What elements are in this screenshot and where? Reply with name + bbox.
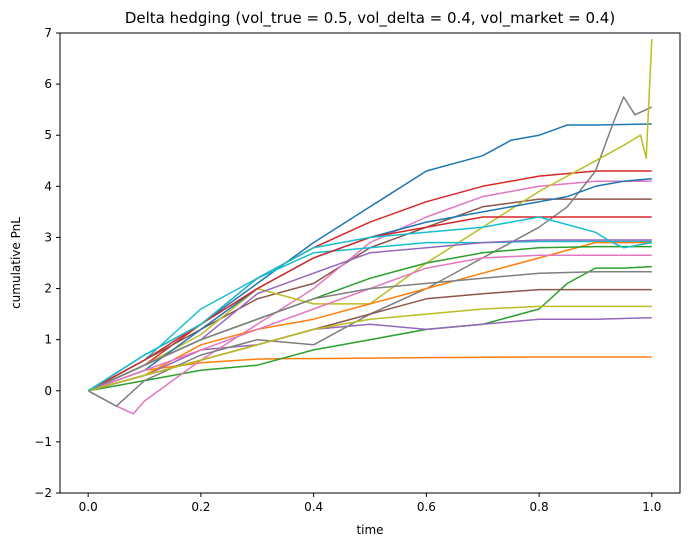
y-tick-label: −2 <box>34 486 52 500</box>
chart-title: Delta hedging (vol_true = 0.5, vol_delta… <box>125 9 615 28</box>
series-line-9 <box>87 39 653 392</box>
series-line-4 <box>87 170 652 392</box>
series-line-10 <box>87 240 652 392</box>
y-tick-label: 5 <box>44 128 52 142</box>
series-line-20 <box>87 216 652 392</box>
x-tick-label: 0.6 <box>417 500 436 514</box>
series-line-1 <box>87 123 652 392</box>
y-tick-label: 7 <box>44 26 52 40</box>
y-axis: −2 −1 0 1 2 3 4 5 6 7 <box>34 26 60 500</box>
series-line-18 <box>87 270 652 392</box>
series-line-5 <box>88 316 652 392</box>
y-tick-label: 2 <box>44 282 52 296</box>
x-axis: 0.0 0.2 0.4 0.6 0.8 1.0 <box>79 493 661 514</box>
y-tick-label: 3 <box>44 230 52 244</box>
x-tick-label: 0.0 <box>79 500 98 514</box>
y-tick-label: 0 <box>44 384 52 398</box>
series-line-12 <box>88 241 652 392</box>
axes-frame <box>59 32 681 494</box>
x-axis-label: time <box>356 523 383 537</box>
y-tick-label: 6 <box>44 77 52 91</box>
series-line-19 <box>88 305 652 392</box>
series-line-7 <box>87 180 652 415</box>
x-tick-label: 0.2 <box>191 500 210 514</box>
x-tick-label: 0.8 <box>530 500 549 514</box>
y-tick-label: 4 <box>44 179 52 193</box>
plot-area <box>87 39 653 415</box>
series-line-2 <box>87 356 652 392</box>
x-tick-label: 0.4 <box>304 500 323 514</box>
series-line-11 <box>87 177 652 392</box>
x-tick-label: 1.0 <box>642 500 661 514</box>
series-line-17 <box>87 254 652 392</box>
y-tick-label: −1 <box>34 435 52 449</box>
series-line-3 <box>88 265 652 392</box>
y-tick-label: 1 <box>44 333 52 347</box>
y-axis-label: cumulative PnL <box>9 217 23 309</box>
